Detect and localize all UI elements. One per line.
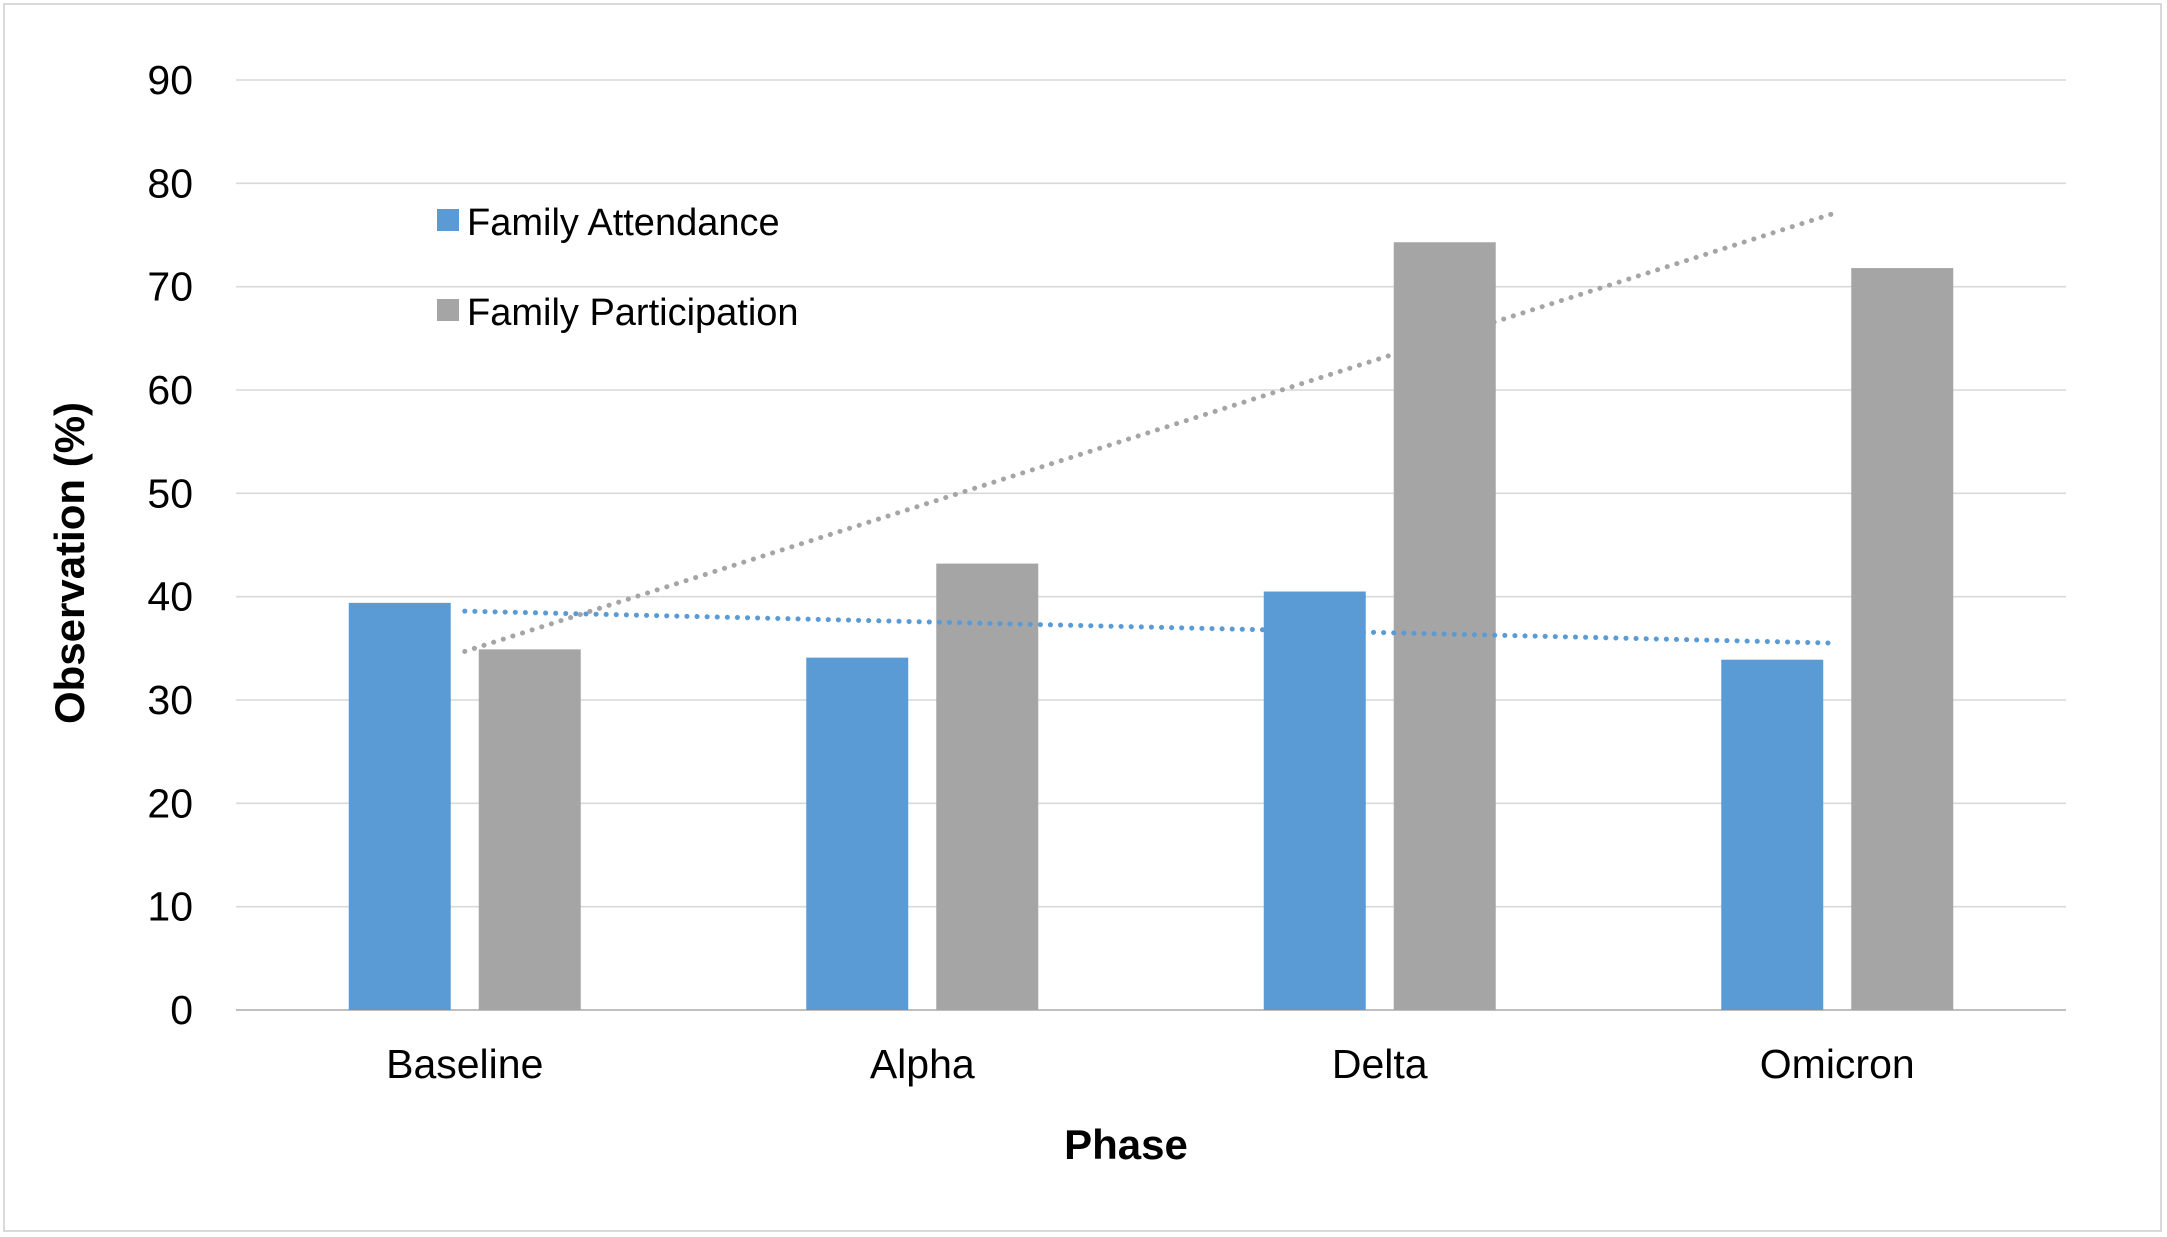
bar-family-attendance-baseline xyxy=(348,602,451,1010)
bar-family-participation-baseline xyxy=(478,649,581,1010)
y-axis-title: Observation (%) xyxy=(46,402,93,724)
trendline-family-participation xyxy=(462,209,1840,654)
y-axis-ticks: 0 10 20 30 40 50 60 70 80 90 xyxy=(147,57,193,1033)
y-tick-label-70: 70 xyxy=(147,264,193,310)
trendlines xyxy=(462,209,1840,654)
y-tick-label-80: 80 xyxy=(147,160,193,206)
y-tick-label-30: 30 xyxy=(147,677,193,723)
x-axis-title: Phase xyxy=(1064,1121,1188,1168)
y-tick-label-60: 60 xyxy=(147,367,193,413)
x-axis-ticks: Baseline Alpha Delta Omicron xyxy=(386,1041,1915,1087)
y-tick-label-90: 90 xyxy=(147,57,193,103)
bar-family-attendance-alpha xyxy=(806,657,909,1010)
bar-family-participation-omicron xyxy=(1851,268,1954,1011)
legend-label-family-participation: Family Participation xyxy=(467,292,799,334)
legend-swatch-family-participation xyxy=(437,299,459,321)
bar-family-attendance-delta xyxy=(1263,591,1366,1010)
y-tick-label-20: 20 xyxy=(147,780,193,826)
trendline-family-attendance xyxy=(462,608,1840,646)
bar-family-participation-delta xyxy=(1393,242,1496,1010)
y-tick-label-0: 0 xyxy=(170,987,193,1033)
legend: Family Attendance Family Participation xyxy=(437,202,799,334)
bars xyxy=(348,242,1954,1011)
y-tick-label-50: 50 xyxy=(147,470,193,516)
bar-family-attendance-omicron xyxy=(1721,659,1824,1010)
x-tick-label-delta: Delta xyxy=(1332,1041,1428,1087)
y-tick-label-40: 40 xyxy=(147,574,193,620)
x-tick-label-alpha: Alpha xyxy=(870,1041,975,1087)
y-tick-label-10: 10 xyxy=(147,884,193,930)
legend-swatch-family-attendance xyxy=(437,209,459,231)
legend-label-family-attendance: Family Attendance xyxy=(467,202,780,244)
x-tick-label-baseline: Baseline xyxy=(386,1041,543,1087)
bar-family-participation-alpha xyxy=(936,563,1039,1010)
x-tick-label-omicron: Omicron xyxy=(1760,1041,1915,1087)
